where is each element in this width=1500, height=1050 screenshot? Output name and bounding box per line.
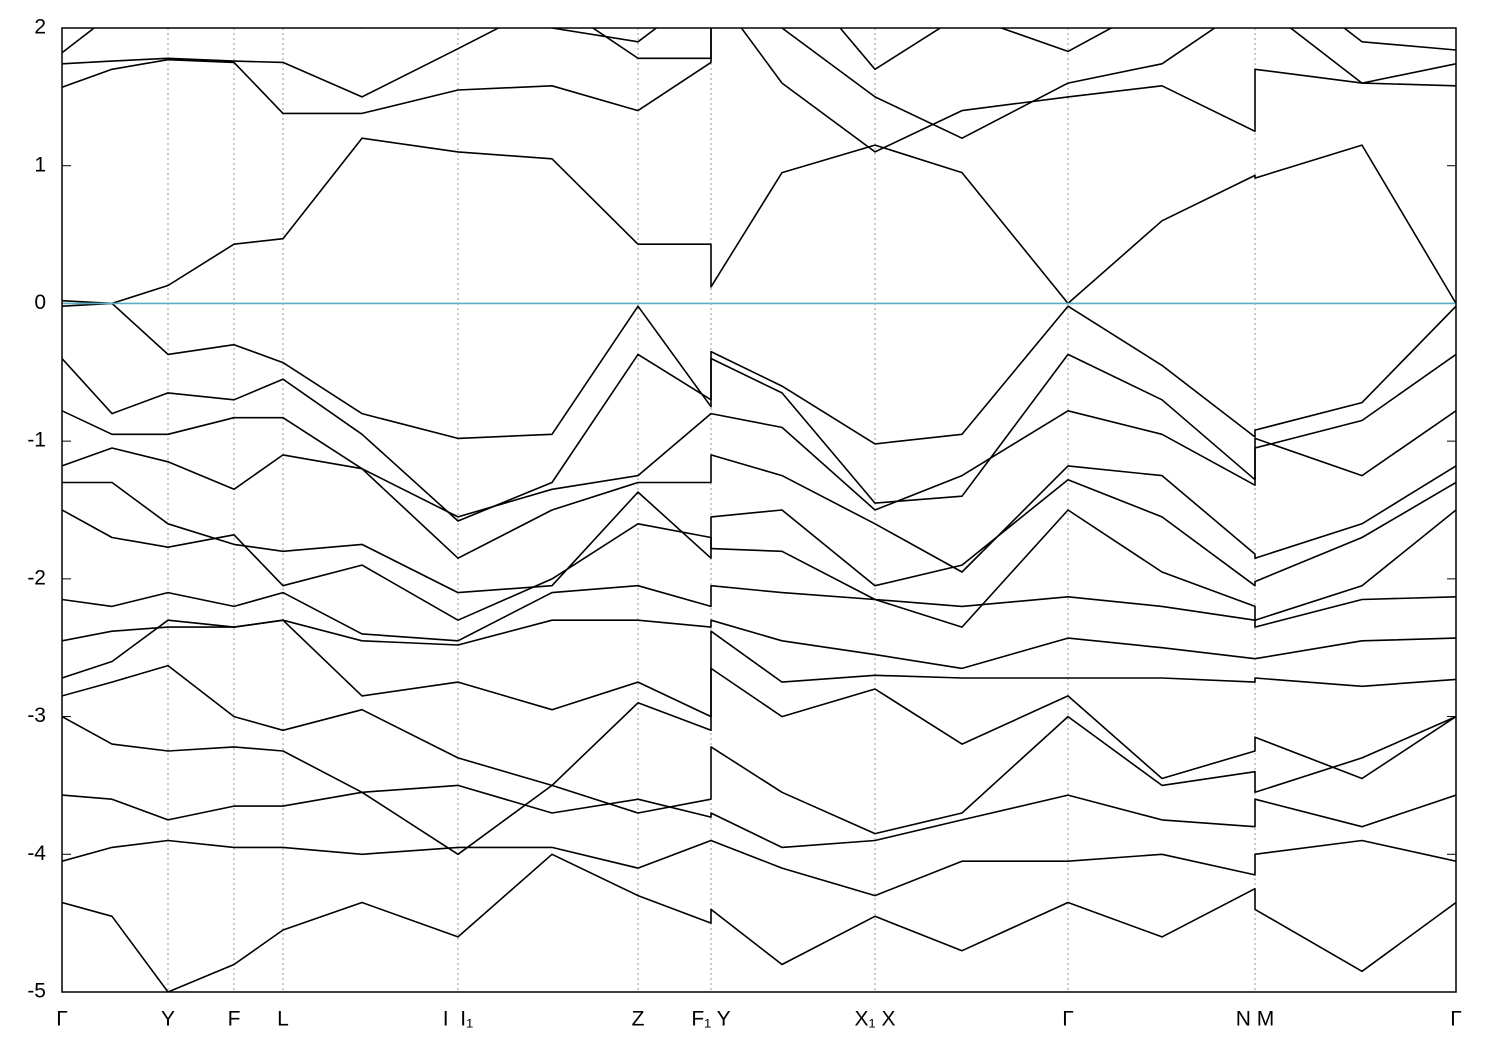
x-tick-label: Γ xyxy=(56,1008,68,1031)
y-tick-label: -3 xyxy=(27,704,46,727)
x-tick-label: N M xyxy=(1236,1008,1275,1031)
band-line xyxy=(62,447,1456,573)
band-line xyxy=(62,839,1456,897)
y-tick-label: -4 xyxy=(27,842,46,865)
band-line xyxy=(62,353,1456,522)
band-line xyxy=(62,478,1456,594)
plot-frame xyxy=(61,27,1457,993)
x-tick-label: X₁ X xyxy=(855,1008,896,1031)
band-line xyxy=(62,853,1456,992)
band-line xyxy=(62,619,1456,670)
band-line xyxy=(62,28,1456,153)
band-line xyxy=(62,784,1456,849)
x-tick-label: Z xyxy=(632,1008,645,1031)
x-tick-label: F₁ Y xyxy=(691,1008,730,1031)
x-tick-label: L xyxy=(277,1008,289,1031)
x-tick-label: Γ xyxy=(1062,1008,1074,1031)
y-tick-label: 1 xyxy=(34,153,46,176)
x-tick-label: Γ xyxy=(1450,1008,1462,1031)
band-line xyxy=(62,28,1456,139)
y-tick-label: 2 xyxy=(34,16,46,39)
y-tick-label: -2 xyxy=(27,566,46,589)
band-line xyxy=(62,715,1456,856)
y-tick-label: -5 xyxy=(27,980,46,1003)
band-line xyxy=(62,410,1456,518)
band-line xyxy=(62,28,1456,71)
x-tick-label: I I₁ xyxy=(443,1008,473,1031)
band-line xyxy=(62,137,1456,305)
y-tick-label: 0 xyxy=(34,291,46,314)
bands xyxy=(62,28,1456,992)
band-line xyxy=(62,584,1456,642)
band-line xyxy=(62,509,1456,628)
y-tick-label: -1 xyxy=(27,429,46,452)
x-tick-label: Y xyxy=(161,1008,175,1031)
x-tick-label: F xyxy=(228,1008,241,1031)
band-line xyxy=(62,664,1456,787)
